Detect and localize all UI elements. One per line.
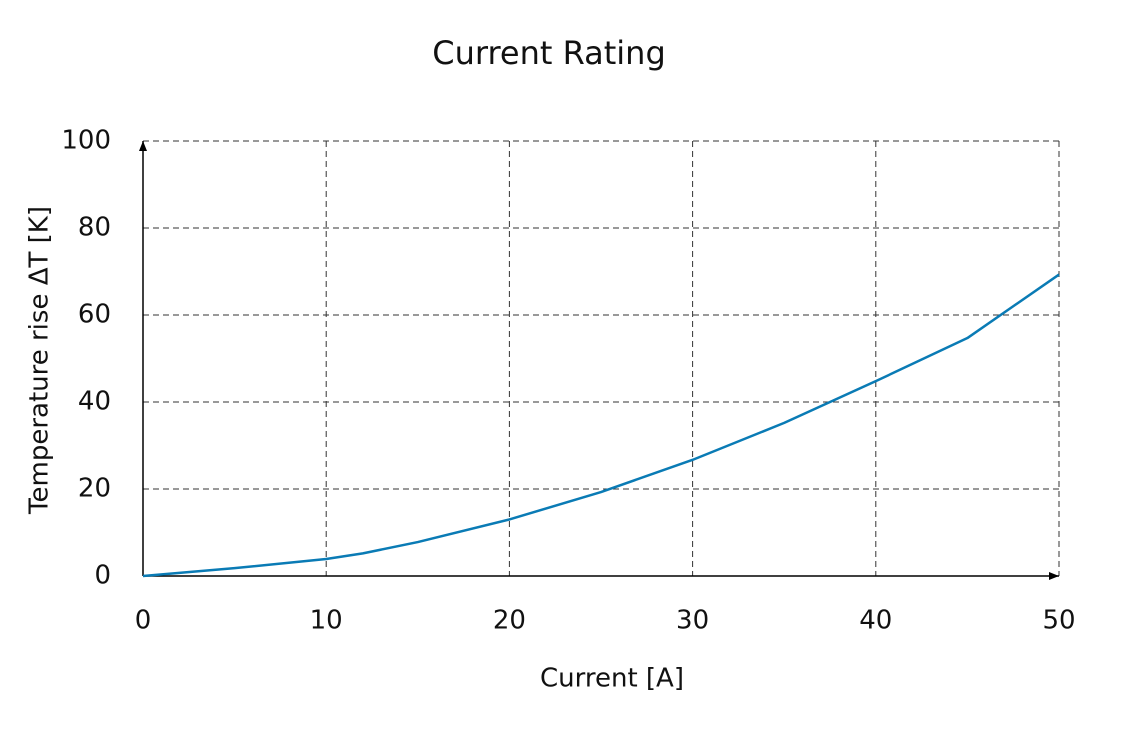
y-tick-label: 80: [78, 213, 111, 243]
y-tick-label: 0: [94, 561, 111, 591]
x-tick-label: 40: [859, 606, 892, 636]
y-tick-label: 40: [78, 387, 111, 417]
x-tick-label: 10: [310, 606, 343, 636]
y-tick-label: 60: [78, 300, 111, 330]
line-series: [142, 273, 1060, 578]
y-tick-label: 20: [78, 474, 111, 504]
y-tick-label: 100: [61, 126, 111, 156]
chart-title: Current Rating: [432, 34, 666, 72]
y-axis-label: Temperature rise ΔT [K]: [25, 206, 55, 515]
x-tick-label: 0: [135, 606, 152, 636]
x-tick-label: 20: [493, 606, 526, 636]
x-tick-label: 30: [676, 606, 709, 636]
x-axis-label: Current [A]: [540, 664, 684, 694]
x-tick-label: 50: [1042, 606, 1075, 636]
